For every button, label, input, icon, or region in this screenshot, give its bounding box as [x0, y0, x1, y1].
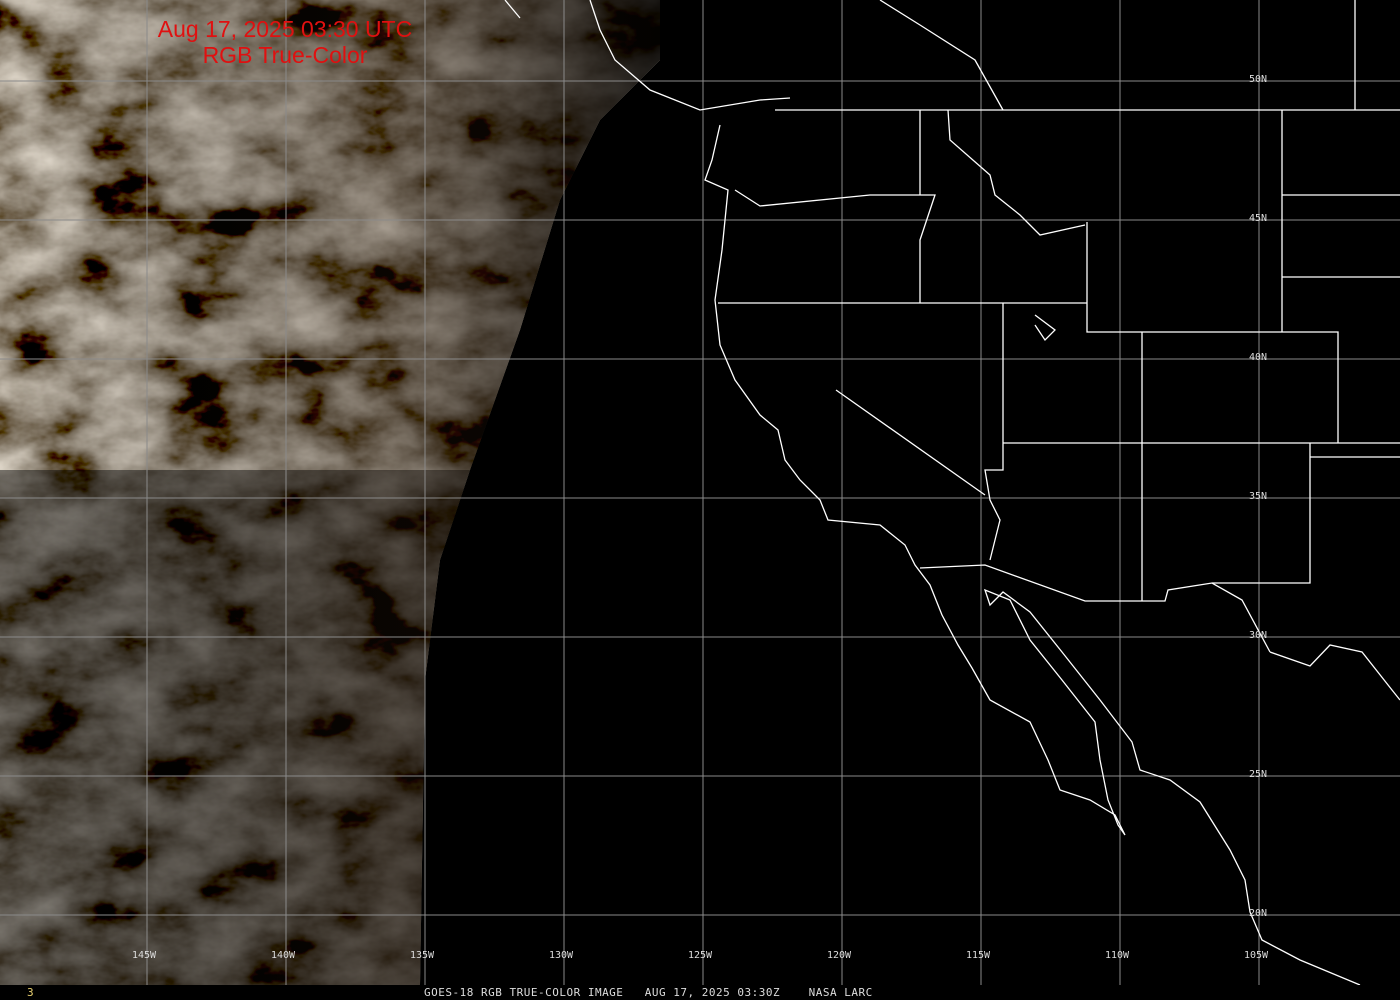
- image-caption: GOES-18 RGB TRUE-COLOR IMAGE AUG 17, 202…: [424, 986, 873, 999]
- us-mexico-border: [919, 564, 1271, 653]
- latitude-label: 30N: [1249, 630, 1268, 641]
- longitude-label: 115W: [966, 950, 991, 961]
- latitude-label: 25N: [1249, 769, 1268, 780]
- latitude-label: 40N: [1249, 352, 1268, 363]
- longitude-label: 110W: [1105, 950, 1130, 961]
- pacific-coastline: [504, 0, 1361, 985]
- coastlines-and-borders: [504, 0, 1400, 985]
- latitude-label: 50N: [1249, 74, 1268, 85]
- longitude-label: 125W: [688, 950, 713, 961]
- longitude-label: 135W: [410, 950, 435, 961]
- latitude-label: 45N: [1249, 213, 1268, 224]
- product-title: RGB True-Color: [202, 42, 368, 68]
- latitude-label: 35N: [1249, 491, 1268, 502]
- frame-number: 3: [27, 986, 34, 999]
- longitude-label: 120W: [827, 950, 852, 961]
- state-borders: [718, 0, 1400, 601]
- cloud-imagery: [0, 0, 660, 985]
- timestamp-title: Aug 17, 2025 03:30 UTC: [157, 16, 413, 42]
- longitude-label: 105W: [1244, 950, 1269, 961]
- longitude-label: 145W: [132, 950, 157, 961]
- latitude-label: 20N: [1249, 908, 1268, 919]
- longitude-label: 130W: [549, 950, 574, 961]
- longitude-label: 140W: [271, 950, 296, 961]
- mexico-coast-east: [1269, 644, 1400, 701]
